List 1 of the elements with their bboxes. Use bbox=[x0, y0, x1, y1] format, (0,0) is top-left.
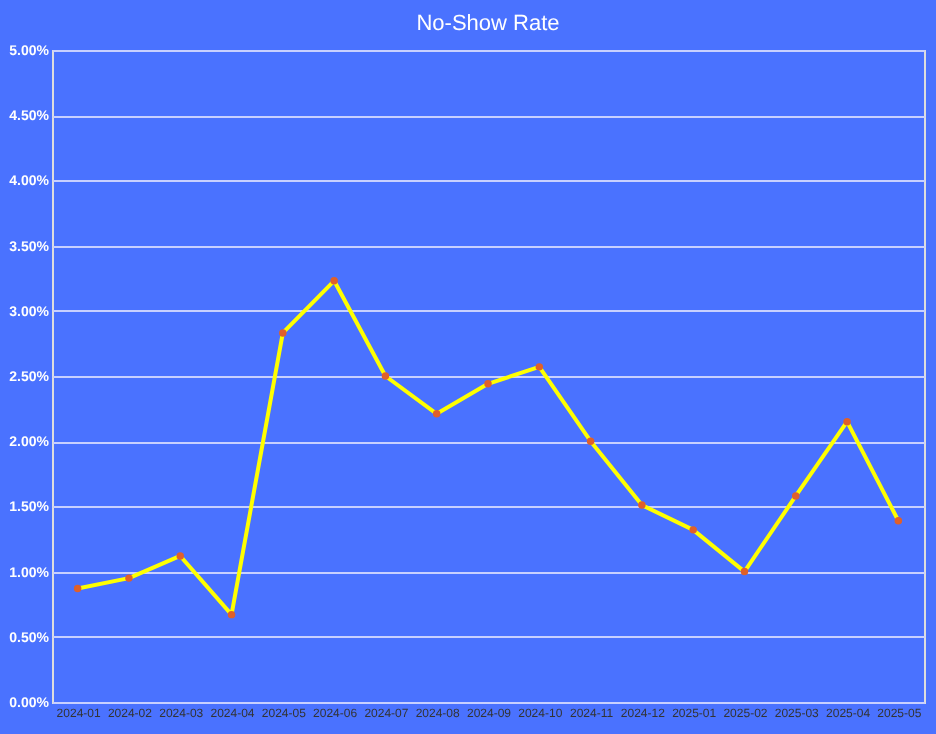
chart-title: No-Show Rate bbox=[416, 12, 560, 36]
